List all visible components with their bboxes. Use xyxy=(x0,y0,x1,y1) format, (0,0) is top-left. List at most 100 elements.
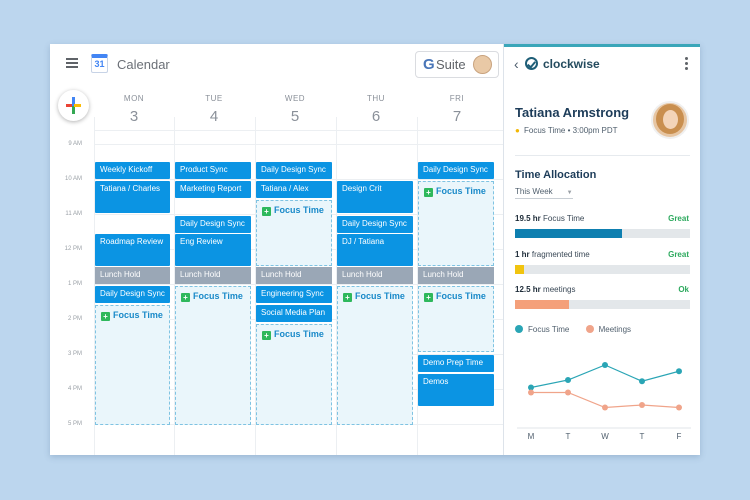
event-demos[interactable]: Demos xyxy=(418,374,494,406)
more-options-icon[interactable] xyxy=(685,57,688,70)
legend-dot-meetings xyxy=(585,325,594,333)
event-social-media-plan[interactable]: Social Media Plan xyxy=(256,305,332,322)
event-focus-time[interactable]: + Focus Time xyxy=(418,181,494,266)
progress-fill xyxy=(515,265,524,274)
grid-line xyxy=(94,130,504,131)
event-label: Focus Time xyxy=(436,291,486,301)
google-calendar-logo: 31 xyxy=(91,54,108,73)
event-label: Focus Time xyxy=(113,310,163,320)
day-name-wed: WED xyxy=(284,94,306,103)
data-point xyxy=(528,384,534,391)
event-daily-design-sync[interactable]: Daily Design Sync xyxy=(337,216,413,233)
event-focus-time[interactable]: + Focus Time xyxy=(175,286,251,425)
add-icon: + xyxy=(181,293,190,302)
event-daily-design-sync[interactable]: Daily Design Sync xyxy=(418,162,494,179)
event-lunch-hold[interactable]: Lunch Hold xyxy=(337,267,413,284)
avatar xyxy=(473,55,492,74)
app-title: Calendar xyxy=(117,57,170,72)
grid-line xyxy=(94,179,504,180)
event-eng-review[interactable]: Eng Review xyxy=(175,234,251,266)
data-point xyxy=(639,378,645,385)
data-point xyxy=(639,402,645,408)
grid-line xyxy=(94,144,504,145)
lightbulb-icon: ● xyxy=(515,126,520,135)
legend-label-focus: Focus Time xyxy=(528,325,570,334)
day-name-fri: FRI xyxy=(449,94,465,103)
data-point xyxy=(565,377,571,383)
app-window: 31 Calendar G Suite MON 3 TUE 4 WED 5 TH… xyxy=(50,44,700,455)
day-number-wed[interactable]: 5 xyxy=(290,108,300,125)
data-point xyxy=(676,404,682,411)
metric-value: 19.5 hr xyxy=(515,214,541,223)
add-icon: + xyxy=(262,207,271,216)
event-daily-design-sync[interactable]: Daily Design Sync xyxy=(256,162,332,179)
day-number-tue[interactable]: 4 xyxy=(209,108,219,125)
user-avatar xyxy=(651,101,689,139)
day-number-mon[interactable]: 3 xyxy=(129,108,139,125)
brand-name: clockwise xyxy=(543,57,600,71)
chevron-left-icon[interactable]: ‹ xyxy=(514,56,519,72)
event-tatiana-alex[interactable]: Tatiana / Alex xyxy=(256,181,332,198)
progress-fill xyxy=(515,229,622,238)
event-focus-time[interactable]: + Focus Time xyxy=(337,286,413,425)
event-daily-design-sync[interactable]: Daily Design Sync xyxy=(95,286,170,303)
dropdown-underline xyxy=(515,198,573,199)
chevron-down-icon: ▼ xyxy=(566,190,573,196)
event-tatiana-charles[interactable]: Tatiana / Charles xyxy=(95,181,170,213)
period-dropdown[interactable]: This Week ▼ xyxy=(515,187,573,196)
metric-value: 12.5 hr xyxy=(515,285,541,294)
section-title: Time Allocation xyxy=(515,169,597,181)
event-design-crit[interactable]: Design Crit xyxy=(337,181,413,213)
create-event-button[interactable] xyxy=(58,90,89,121)
x-tick-label: W xyxy=(601,432,609,440)
day-number-fri[interactable]: 7 xyxy=(452,108,462,125)
event-lunch-hold[interactable]: Lunch Hold xyxy=(175,267,251,284)
event-weekly-kickoff[interactable]: Weekly Kickoff xyxy=(95,162,170,179)
event-focus-time[interactable]: + Focus Time xyxy=(256,200,332,266)
time-label: 3 PM xyxy=(67,351,82,357)
time-label: 12 PM xyxy=(64,246,82,252)
time-label: 11 AM xyxy=(65,211,82,217)
event-focus-time[interactable]: + Focus Time xyxy=(256,324,332,425)
event-dj-tatiana[interactable]: DJ / Tatiana xyxy=(337,234,413,266)
grid-line xyxy=(174,117,175,455)
event-focus-time[interactable]: + Focus Time xyxy=(418,286,494,352)
gsuite-account-button[interactable]: G Suite xyxy=(415,51,499,78)
event-label: Focus Time xyxy=(355,291,405,301)
day-number-thu[interactable]: 6 xyxy=(371,108,381,125)
event-focus-time[interactable]: + Focus Time xyxy=(95,305,170,425)
data-point xyxy=(676,368,682,375)
x-tick-label: T xyxy=(640,432,645,440)
event-label: Focus Time xyxy=(436,186,486,196)
data-point xyxy=(528,389,534,396)
grid-line xyxy=(255,117,256,455)
metric-status: Ok xyxy=(678,285,689,294)
metric-label: fragmented time xyxy=(531,250,590,259)
metric-label: Focus Time xyxy=(543,214,585,223)
clockwise-logo-icon xyxy=(525,57,538,70)
time-label: 10 AM xyxy=(64,176,82,182)
chart-legend: Focus Time Meetings xyxy=(515,325,631,334)
event-lunch-hold[interactable]: Lunch Hold xyxy=(95,267,170,284)
event-demo-prep-time[interactable]: Demo Prep Time xyxy=(418,355,494,372)
event-daily-design-sync[interactable]: Daily Design Sync xyxy=(175,216,251,233)
data-point xyxy=(602,362,608,368)
metric-fragmented-time: 1 hr fragmented time xyxy=(515,250,690,259)
add-icon: + xyxy=(424,188,433,197)
add-icon: + xyxy=(101,312,110,321)
event-roadmap-review[interactable]: Roadmap Review xyxy=(95,234,170,266)
event-lunch-hold[interactable]: Lunch Hold xyxy=(256,267,332,284)
metric-focus-time: 19.5 hr Focus Time xyxy=(515,214,690,223)
event-engineering-sync[interactable]: Engineering Sync xyxy=(256,286,332,303)
event-product-sync[interactable]: Product Sync xyxy=(175,162,251,179)
x-tick-label: T xyxy=(566,432,571,440)
progress-bar xyxy=(515,300,690,309)
menu-icon[interactable] xyxy=(66,58,78,68)
event-marketing-report[interactable]: Marketing Report xyxy=(175,181,251,198)
time-label: 1 PM xyxy=(67,281,82,287)
event-lunch-hold[interactable]: Lunch Hold xyxy=(418,267,494,284)
data-point xyxy=(565,389,571,396)
metric-status: Great xyxy=(668,214,689,223)
event-label: Focus Time xyxy=(274,329,324,339)
